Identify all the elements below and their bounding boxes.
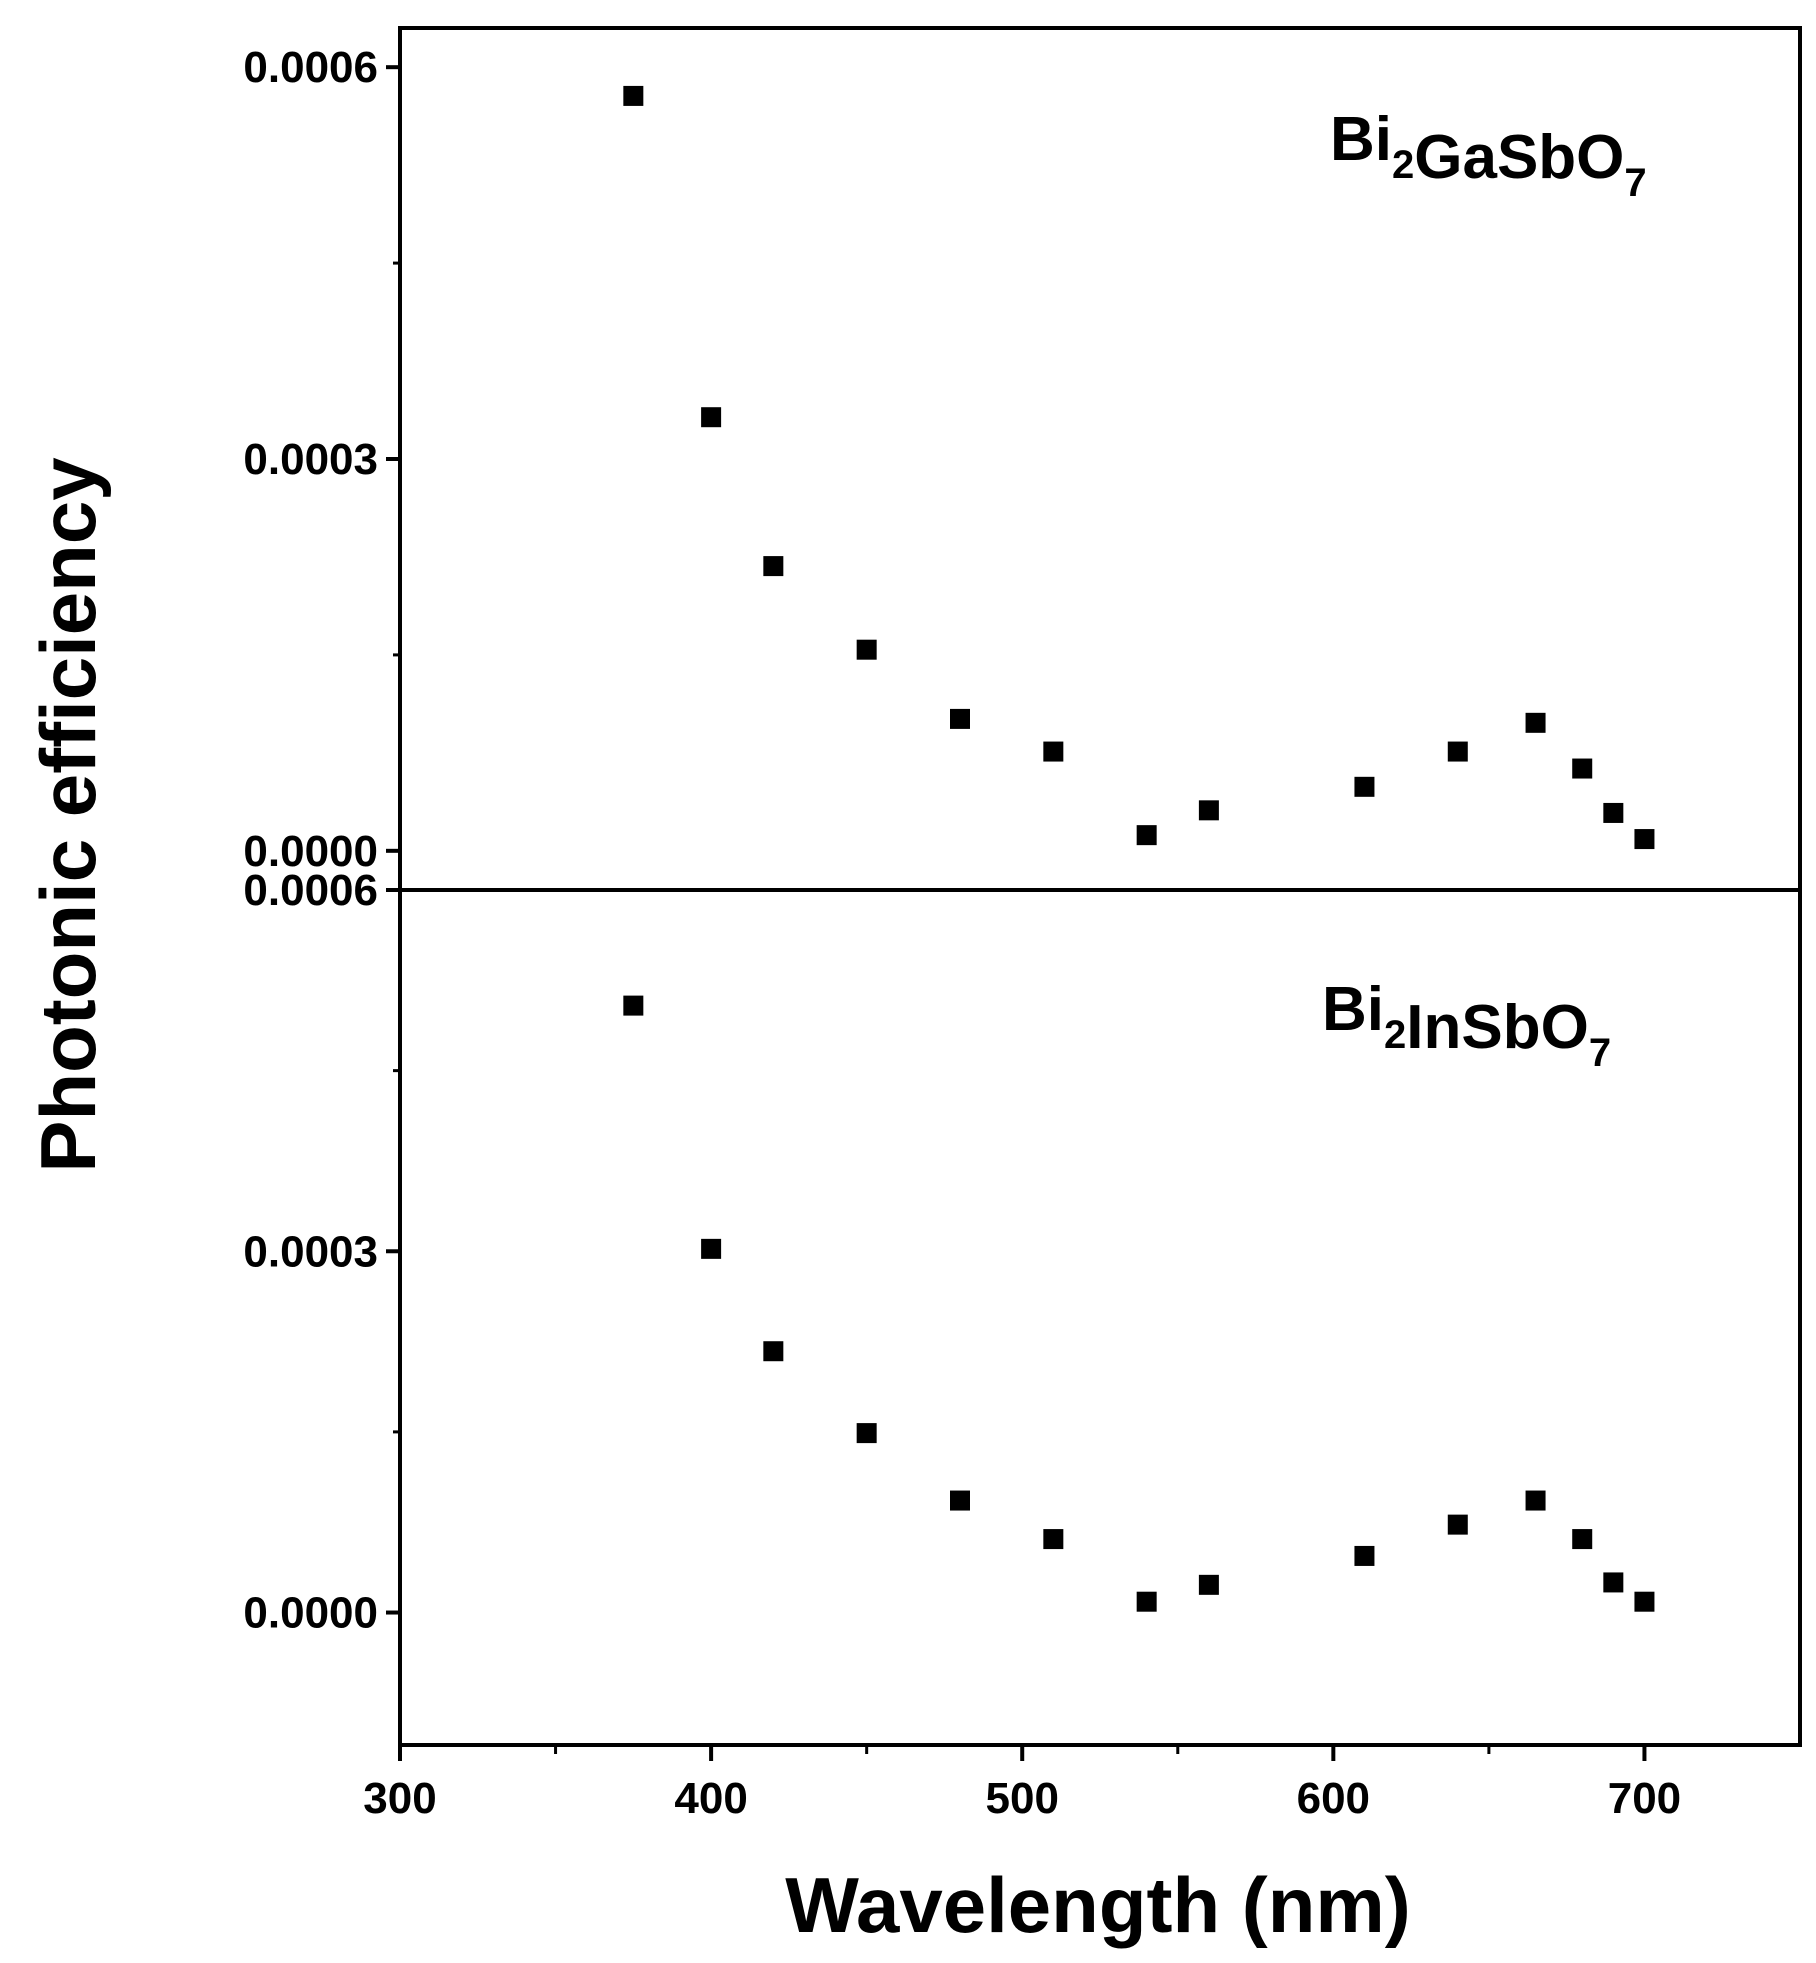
y-tick-label: 0.0003 (243, 1227, 378, 1276)
data-point (701, 407, 722, 428)
panel-label: Bi2InSbO7 (1322, 975, 1611, 1075)
data-point (1447, 1514, 1468, 1535)
x-axis-title: Wavelength (nm) (785, 1861, 1410, 1949)
x-tick-label: 400 (674, 1774, 747, 1823)
y-tick-label: 0.0003 (243, 435, 378, 484)
data-point (1572, 758, 1593, 779)
panel-label: Bi2GaSbO7 (1330, 105, 1647, 205)
data-point (856, 1423, 877, 1444)
panel-top: 0.0000 0.0003 0.0006 Bi2GaSbO7 (243, 26, 1802, 892)
data-point (1136, 1591, 1157, 1612)
x-tick-label: 700 (1608, 1774, 1681, 1823)
panel-bottom: 0.0000 0.0003 0.0006 300 400 500 600 700 Bi2InSb… (243, 866, 1802, 1823)
y-tick-label: 0.0006 (243, 43, 378, 92)
data-point (1634, 829, 1655, 850)
data-point (1603, 802, 1624, 823)
y-tick-label: 0.0000 (243, 827, 378, 876)
data-point (1354, 776, 1375, 797)
data-point (1634, 1591, 1655, 1612)
data-point (1603, 1572, 1624, 1593)
plot-frame (398, 888, 1802, 1747)
data-point (701, 1238, 722, 1259)
data-point (1525, 712, 1546, 733)
data-point (1354, 1545, 1375, 1566)
data-point (950, 708, 970, 729)
x-tick-label: 300 (363, 1774, 436, 1823)
data-point (1525, 1490, 1546, 1511)
data-point (763, 556, 784, 577)
data-point (1572, 1529, 1593, 1550)
data-point (950, 1490, 970, 1511)
data-point (856, 639, 877, 660)
data-point (1136, 825, 1157, 846)
data-point (763, 1341, 784, 1362)
data-point (1198, 800, 1219, 821)
y-tick-label: 0.0006 (243, 866, 378, 915)
x-tick-label: 600 (1297, 1774, 1370, 1823)
data-point (1447, 741, 1468, 762)
data-point (623, 995, 644, 1016)
data-point (1043, 1529, 1064, 1550)
data-point (1043, 741, 1064, 762)
y-axis-title: Photonic efficiency (24, 457, 112, 1172)
data-point (623, 85, 644, 106)
y-tick-label: 0.0000 (243, 1589, 378, 1638)
data-point (1198, 1574, 1219, 1595)
x-tick-label: 500 (986, 1774, 1059, 1823)
